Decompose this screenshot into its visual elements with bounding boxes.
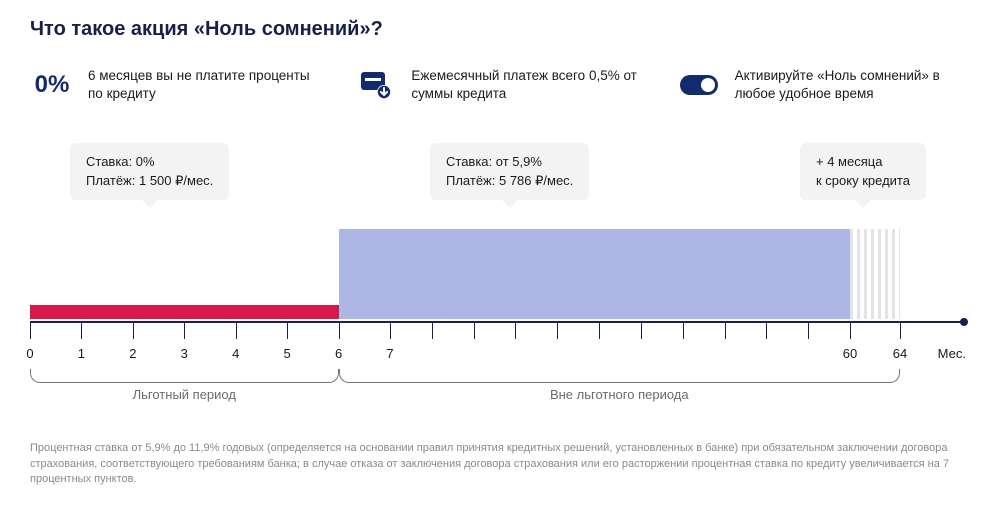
tick-label: 3 <box>181 346 188 361</box>
tick <box>641 323 642 339</box>
feature-1: Ежемесячный платеж всего 0,5% от суммы к… <box>353 67 642 103</box>
brace-regular-label: Вне льготного периода <box>550 387 689 402</box>
tick-label: 1 <box>78 346 85 361</box>
toggle-on-icon <box>677 67 721 103</box>
tooltip-regular: Ставка: от 5,9% Платёж: 5 786 ₽/мес. <box>430 143 589 199</box>
tick-label: 0 <box>26 346 33 361</box>
tooltip-extension-l1: + 4 месяца <box>816 153 910 171</box>
brace-grace-label: Льготный период <box>133 387 236 402</box>
feature-1-text: Ежемесячный платеж всего 0,5% от суммы к… <box>411 67 642 103</box>
brace-grace <box>30 369 339 383</box>
tick-label: 7 <box>386 346 393 361</box>
bar-extension-hatch <box>850 229 900 319</box>
bar-regular <box>339 229 850 319</box>
page-title: Что такое акция «Ноль сомнений»? <box>30 18 966 41</box>
tick-label: 5 <box>284 346 291 361</box>
tooltip-grace-rate: Ставка: 0% <box>86 153 213 171</box>
tick <box>683 323 684 339</box>
tick-label: 64 <box>893 346 907 361</box>
tooltip-extension-l2: к сроку кредита <box>816 172 910 190</box>
tooltip-grace-payment: Платёж: 1 500 ₽/мес. <box>86 172 213 190</box>
tooltip-regular-payment: Платёж: 5 786 ₽/мес. <box>446 172 573 190</box>
brace-regular <box>339 369 900 383</box>
tick <box>81 323 82 339</box>
tick <box>287 323 288 339</box>
fineprint: Процентная ставка от 5,9% до 11,9% годов… <box>30 441 966 487</box>
payment-download-icon <box>353 67 397 103</box>
axis-unit-label: Мес. <box>938 346 966 361</box>
braces-row: Льготный период Вне льготного периода <box>30 369 966 413</box>
feature-0-text: 6 месяцев вы не платите проценты по кред… <box>88 67 319 103</box>
tooltip-regular-rate: Ставка: от 5,9% <box>446 153 573 171</box>
tick <box>599 323 600 339</box>
tick-label: 2 <box>129 346 136 361</box>
tooltip-grace: Ставка: 0% Платёж: 1 500 ₽/мес. <box>70 143 229 199</box>
tick-label: 4 <box>232 346 239 361</box>
feature-0: 0% 6 месяцев вы не платите проценты по к… <box>30 67 319 103</box>
tick <box>390 323 391 339</box>
tick <box>900 323 901 339</box>
bars-area <box>30 229 966 319</box>
bar-grace <box>30 305 339 319</box>
feature-2-text: Активируйте «Ноль сомнений» в любое удоб… <box>735 67 966 103</box>
tick <box>725 323 726 339</box>
tooltips: Ставка: 0% Платёж: 1 500 ₽/мес. Ставка: … <box>30 143 966 213</box>
tick <box>515 323 516 339</box>
tick <box>30 323 31 339</box>
ticks-area: Мес. 012345676064 <box>30 323 966 363</box>
tick <box>808 323 809 339</box>
tick-label: 6 <box>335 346 342 361</box>
percent-icon: 0% <box>30 67 74 103</box>
tick-label: 60 <box>843 346 857 361</box>
tick <box>432 323 433 339</box>
tick <box>184 323 185 339</box>
tick <box>766 323 767 339</box>
tooltip-extension: + 4 месяца к сроку кредита <box>800 143 926 199</box>
timeline-chart: Ставка: 0% Платёж: 1 500 ₽/мес. Ставка: … <box>30 143 966 363</box>
tick <box>850 323 851 339</box>
features-row: 0% 6 месяцев вы не платите проценты по к… <box>30 67 966 103</box>
tick <box>474 323 475 339</box>
tick <box>339 323 340 339</box>
feature-2: Активируйте «Ноль сомнений» в любое удоб… <box>677 67 966 103</box>
tick <box>557 323 558 339</box>
tick <box>236 323 237 339</box>
tick <box>133 323 134 339</box>
